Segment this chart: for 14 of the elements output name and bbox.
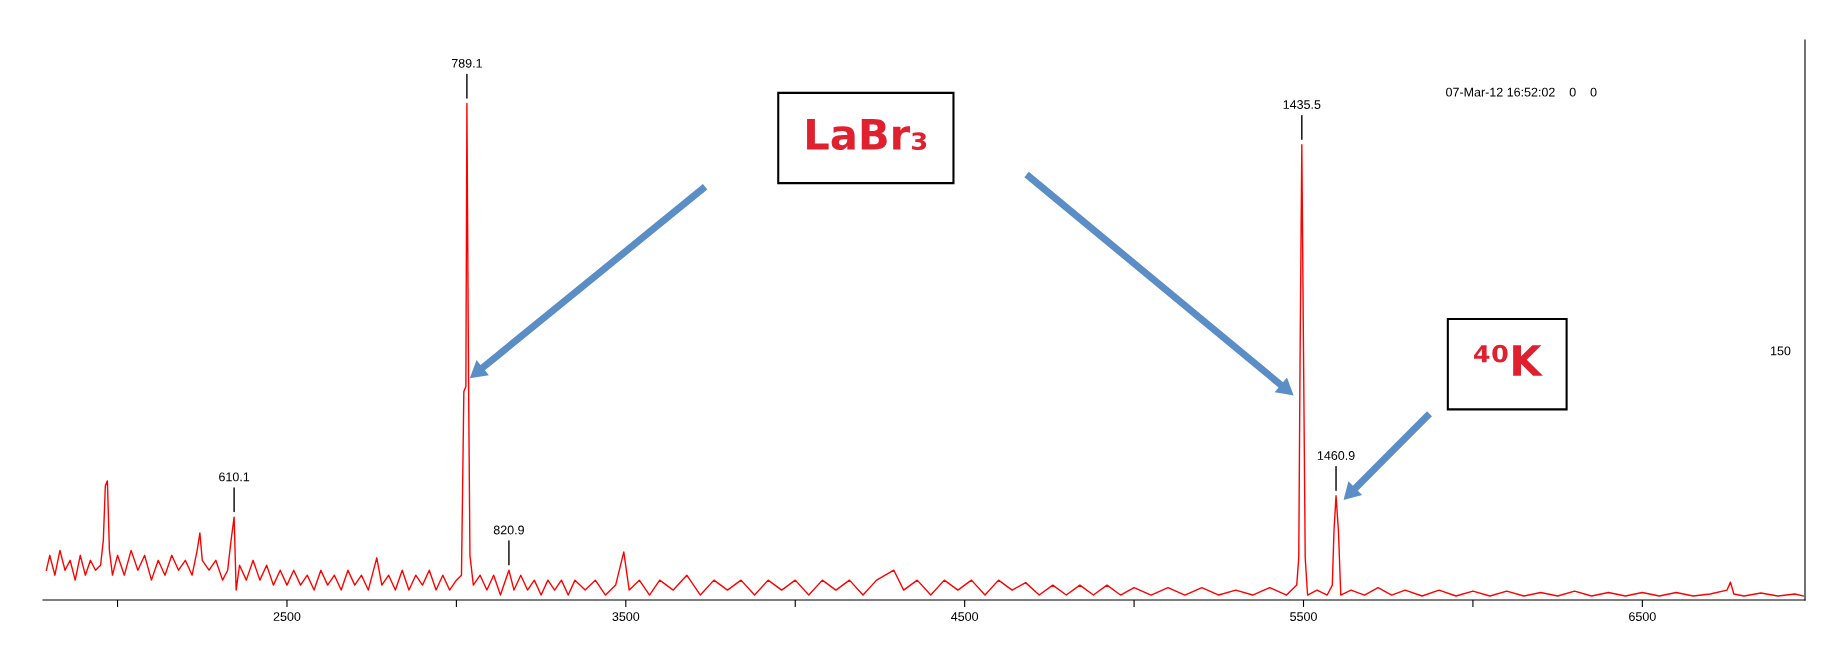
x-tick-label: 5500 [1290, 612, 1317, 621]
annotation: 610.1 [219, 472, 250, 482]
annotation: 150 [1771, 346, 1791, 356]
annotation: LaBr₃ [807, 119, 927, 151]
annotation: ⁴⁰K [1473, 344, 1543, 376]
x-tick-label: 3500 [612, 612, 640, 621]
text: 07-Mar-12 16:52:02 0 0 [1446, 87, 1597, 97]
annotation: 1460.9 [1317, 451, 1355, 460]
annotation: 789.1 [451, 58, 482, 68]
annotation: 1435.5 [1283, 100, 1321, 109]
x-tick-label: 4500 [951, 612, 979, 621]
x-tick-label: 2500 [273, 612, 301, 621]
x-tick-label: 6500 [1629, 612, 1656, 621]
annotation: 820.9 [493, 525, 524, 535]
